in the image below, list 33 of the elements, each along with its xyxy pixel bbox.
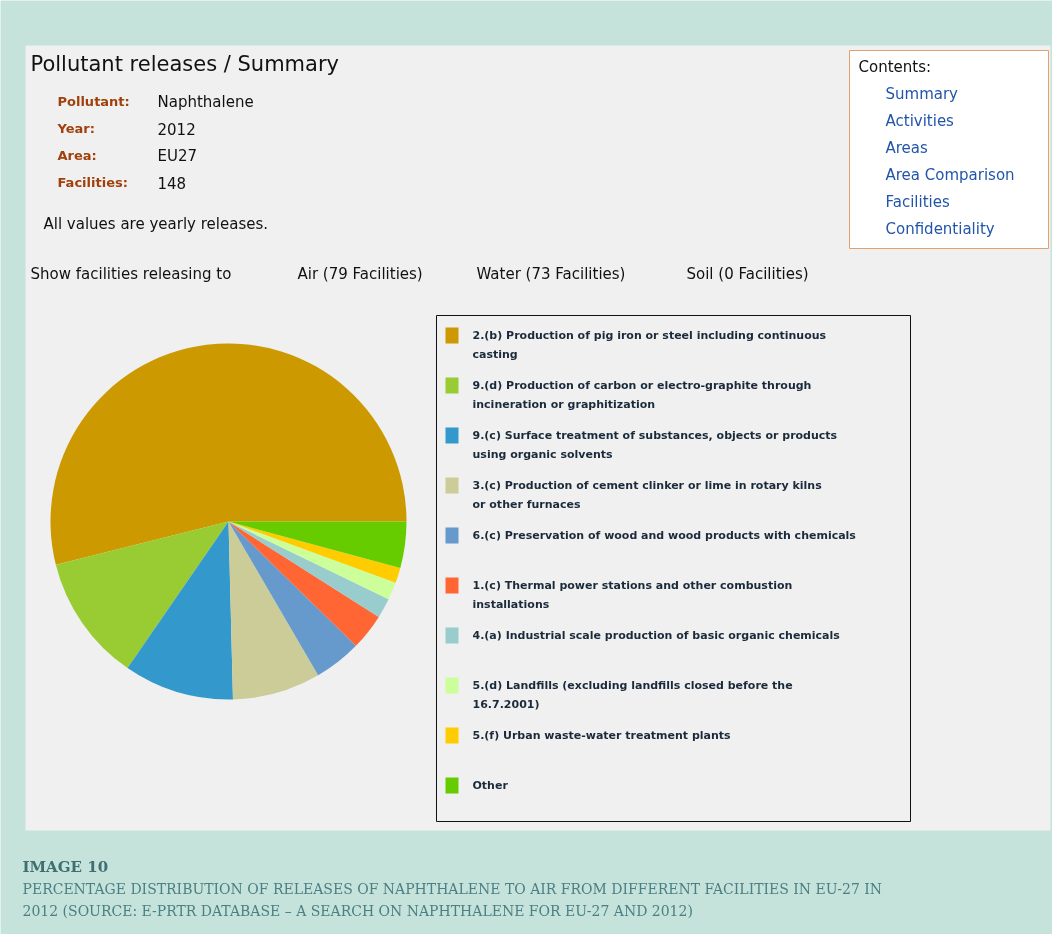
text: Soil (0 Facilities)	[686, 264, 809, 283]
legend-label: 2.(b) Production of pig iron or steel including continuous casting	[472, 329, 827, 361]
text: Facilities:	[57, 175, 128, 190]
legend-label: 6.(c) Preservation of wood and wood products with chemicals	[472, 529, 857, 542]
text: Areas	[885, 138, 929, 157]
text: Pollutant:	[57, 94, 130, 109]
legend-label: 5.(d) Landfills (excluding landfills closed before the 16.7.2001)	[472, 679, 793, 711]
legend-label: 3.(c) Production of cement clinker or lime in rotary kilns or other furnaces	[472, 479, 823, 511]
text: IMAGE 10	[22, 857, 109, 876]
legend-label: Other	[472, 779, 509, 792]
text: Year:	[56, 121, 95, 136]
legend-label: 5.(f) Urban waste-water treatment plants	[472, 729, 732, 742]
text: Water (73 Facilities)	[476, 264, 626, 283]
text: Summary	[885, 84, 959, 103]
text: Facilities	[885, 192, 950, 211]
text: 2012	[157, 120, 196, 139]
legend-label: 4.(a) Industrial scale production of basic organic chemicals	[472, 629, 841, 642]
chart-title: Pollutant releases / Summary	[30, 51, 339, 76]
text: Activities	[885, 111, 955, 130]
text: EU27	[157, 146, 198, 165]
text: Naphthalene	[157, 92, 254, 111]
text: Confidentiality	[885, 219, 995, 238]
text: Air (79 Facilities)	[297, 264, 423, 283]
text: Contents:	[858, 57, 932, 76]
text: 148	[157, 174, 187, 193]
text: Area Comparison	[885, 165, 1015, 184]
legend-label: 1.(c) Thermal power stations and other combustion installations	[472, 579, 793, 611]
text: PERCENTAGE DISTRIBUTION OF RELEASES OF NAPHTHALENE TO AIR FROM DIFFERENT FACILITIES IN EU-27 IN 2012 (SOURCE: E-PRTR DATABASE – A SEARCH ON NAPHTHALENE FOR EU-27 AND 2012)	[22, 880, 883, 919]
legend-label: 9.(d) Production of carbon or electro-graphite through incineration or graphitization	[472, 379, 812, 411]
text: Area:	[57, 148, 97, 163]
text: All values are yearly releases.	[43, 214, 269, 233]
legend-label: 9.(c) Surface treatment of substances, objects or products using organic solvents	[472, 429, 838, 461]
text: Show facilities releasing to	[30, 264, 232, 283]
